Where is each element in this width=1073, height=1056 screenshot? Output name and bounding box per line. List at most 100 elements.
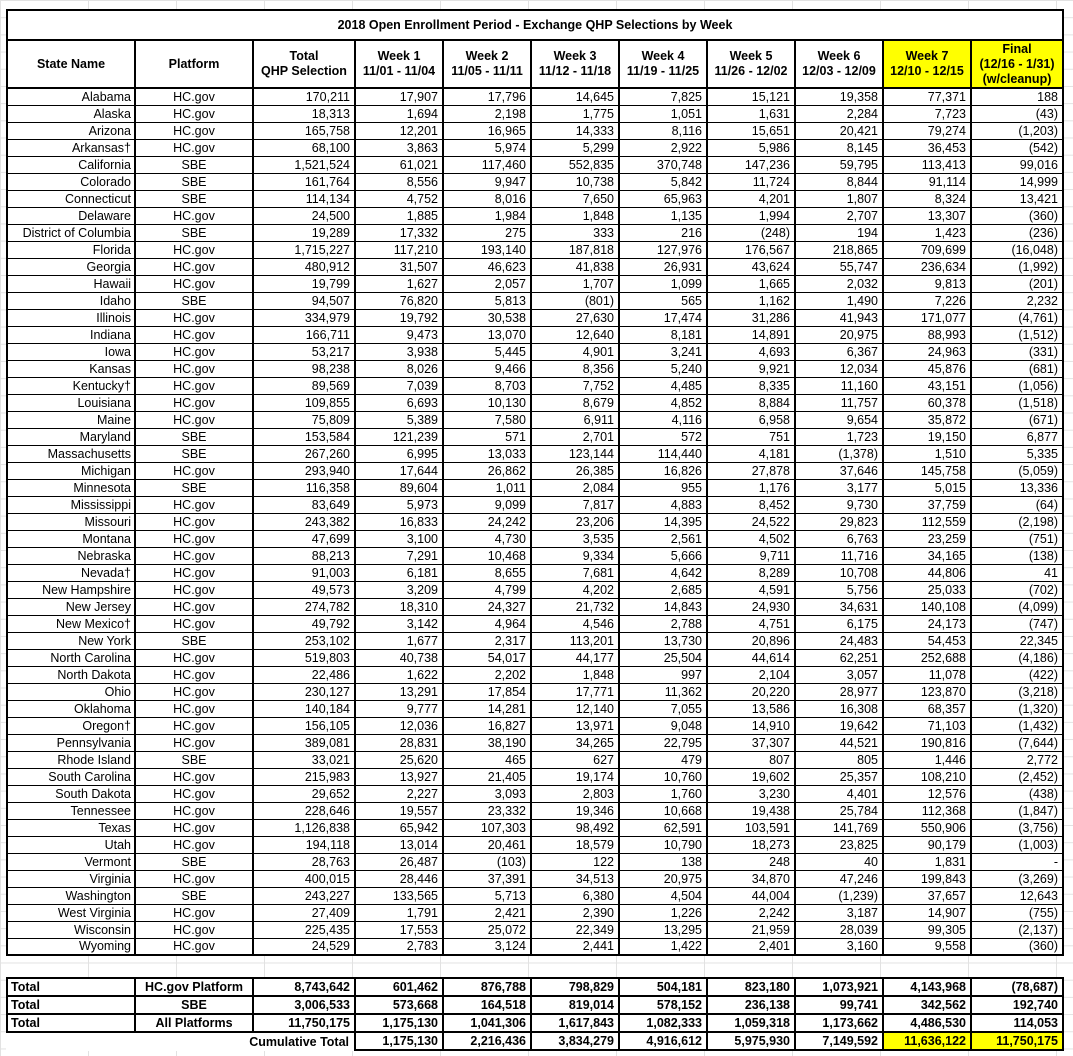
value-cell: 19,799: [252, 274, 356, 293]
value-cell: 2,401: [706, 937, 796, 956]
value-cell: 1,775: [530, 104, 620, 123]
value-cell: 24,500: [252, 206, 356, 225]
state-name-cell: Rhode Island: [6, 750, 136, 769]
total-value-cell: 192,740: [970, 995, 1064, 1015]
state-name-cell: Washington: [6, 886, 136, 905]
total-label-cell: Total: [6, 977, 136, 997]
value-cell: 6,911: [530, 410, 620, 429]
value-cell: (5,059): [970, 461, 1064, 480]
value-cell: 1,791: [354, 903, 444, 922]
value-cell: 44,521: [794, 733, 884, 752]
platform-cell: HC.gov: [134, 937, 254, 956]
value-cell: 5,842: [618, 172, 708, 191]
totals-rows: Total HC.gov Platform 8,743,642 601,462 876,…: [6, 977, 1064, 1033]
value-cell: 6,763: [794, 529, 884, 548]
value-cell: 187,818: [530, 240, 620, 259]
value-cell: 1,715,227: [252, 240, 356, 259]
value-cell: 20,975: [794, 325, 884, 344]
value-cell: 2,232: [970, 291, 1064, 310]
value-cell: (1,003): [970, 835, 1064, 854]
value-cell: 1,422: [618, 937, 708, 956]
platform-cell: HC.gov: [134, 376, 254, 395]
value-cell: 4,181: [706, 444, 796, 463]
value-cell: 11,724: [706, 172, 796, 191]
table-row: North Carolina HC.gov 519,803 40,738 54,017 4…: [6, 648, 1064, 667]
value-cell: 8,335: [706, 376, 796, 395]
value-cell: 41,943: [794, 308, 884, 327]
platform-cell: HC.gov: [134, 614, 254, 633]
table-row: New York SBE 253,102 1,677 2,317 113,201 13,73…: [6, 631, 1064, 650]
value-cell: 29,652: [252, 784, 356, 803]
value-cell: 2,701: [530, 427, 620, 446]
value-cell: 248: [706, 852, 796, 871]
state-name-cell: North Dakota: [6, 665, 136, 684]
value-cell: 30,538: [442, 308, 532, 327]
table-row: Virginia HC.gov 400,015 28,446 37,391 34,513 2…: [6, 869, 1064, 888]
value-cell: 1,011: [442, 478, 532, 497]
value-cell: 225,435: [252, 920, 356, 939]
platform-cell: HC.gov: [134, 648, 254, 667]
value-cell: 9,473: [354, 325, 444, 344]
value-cell: 13,070: [442, 325, 532, 344]
value-cell: 28,446: [354, 869, 444, 888]
value-cell: 7,291: [354, 546, 444, 565]
platform-cell: SBE: [134, 444, 254, 463]
table-row: New Jersey HC.gov 274,782 18,310 24,327 21,73…: [6, 597, 1064, 616]
value-cell: 77,371: [882, 87, 972, 106]
value-cell: 21,405: [442, 767, 532, 786]
column-header: Week 1 11/01 - 11/04: [354, 39, 444, 89]
value-cell: 1,226: [618, 903, 708, 922]
value-cell: 9,099: [442, 495, 532, 514]
total-value-cell: 3,006,533: [252, 995, 356, 1015]
value-cell: 627: [530, 750, 620, 769]
platform-cell: HC.gov: [134, 104, 254, 123]
value-cell: 107,303: [442, 818, 532, 837]
value-cell: 22,349: [530, 920, 620, 939]
value-cell: 29,823: [794, 512, 884, 531]
column-header: Total QHP Selection: [252, 39, 356, 89]
value-cell: (1,056): [970, 376, 1064, 395]
value-cell: 22,795: [618, 733, 708, 752]
state-name-cell: Alabama: [6, 87, 136, 106]
value-cell: 5,445: [442, 342, 532, 361]
table-row: Vermont SBE 28,763 26,487 (103) 122 138 248 40 1,…: [6, 852, 1064, 871]
value-cell: 14,999: [970, 172, 1064, 191]
total-value-cell: 1,041,306: [442, 1013, 532, 1033]
table-row: New Mexico† HC.gov 49,792 3,142 4,964 4,546 2,…: [6, 614, 1064, 633]
value-cell: 15,651: [706, 121, 796, 140]
value-cell: 8,884: [706, 393, 796, 412]
value-cell: (422): [970, 665, 1064, 684]
table-row: Montana HC.gov 47,699 3,100 4,730 3,535 2,561 4…: [6, 529, 1064, 548]
value-cell: 2,227: [354, 784, 444, 803]
value-cell: 4,504: [618, 886, 708, 905]
value-cell: 8,679: [530, 393, 620, 412]
value-cell: 23,825: [794, 835, 884, 854]
value-cell: 5,713: [442, 886, 532, 905]
platform-cell: HC.gov: [134, 563, 254, 582]
state-name-cell: Connecticut: [6, 189, 136, 208]
value-cell: 334,979: [252, 308, 356, 327]
value-cell: 19,174: [530, 767, 620, 786]
table-row: Wyoming HC.gov 24,529 2,783 3,124 2,441 1,422 2…: [6, 937, 1064, 956]
value-cell: 572: [618, 427, 708, 446]
value-cell: 21,959: [706, 920, 796, 939]
value-cell: 40,738: [354, 648, 444, 667]
value-cell: 2,317: [442, 631, 532, 650]
state-name-cell: Vermont: [6, 852, 136, 871]
state-name-cell: Kentucky†: [6, 376, 136, 395]
value-cell: (2,137): [970, 920, 1064, 939]
value-cell: 218,865: [794, 240, 884, 259]
value-cell: 9,466: [442, 359, 532, 378]
state-name-cell: Virginia: [6, 869, 136, 888]
value-cell: 7,752: [530, 376, 620, 395]
value-cell: 3,124: [442, 937, 532, 956]
column-header: Week 7 12/10 - 12/15: [882, 39, 972, 89]
value-cell: 194: [794, 223, 884, 242]
cumulative-value-cell: 4,916,612: [618, 1031, 708, 1051]
value-cell: 60,378: [882, 393, 972, 412]
value-cell: 34,513: [530, 869, 620, 888]
state-name-cell: Oklahoma: [6, 699, 136, 718]
table-row: North Dakota HC.gov 22,486 1,622 2,202 1,848 9…: [6, 665, 1064, 684]
table-row: Maryland SBE 153,584 121,239 571 2,701 572 751 1…: [6, 427, 1064, 446]
value-cell: 5,973: [354, 495, 444, 514]
